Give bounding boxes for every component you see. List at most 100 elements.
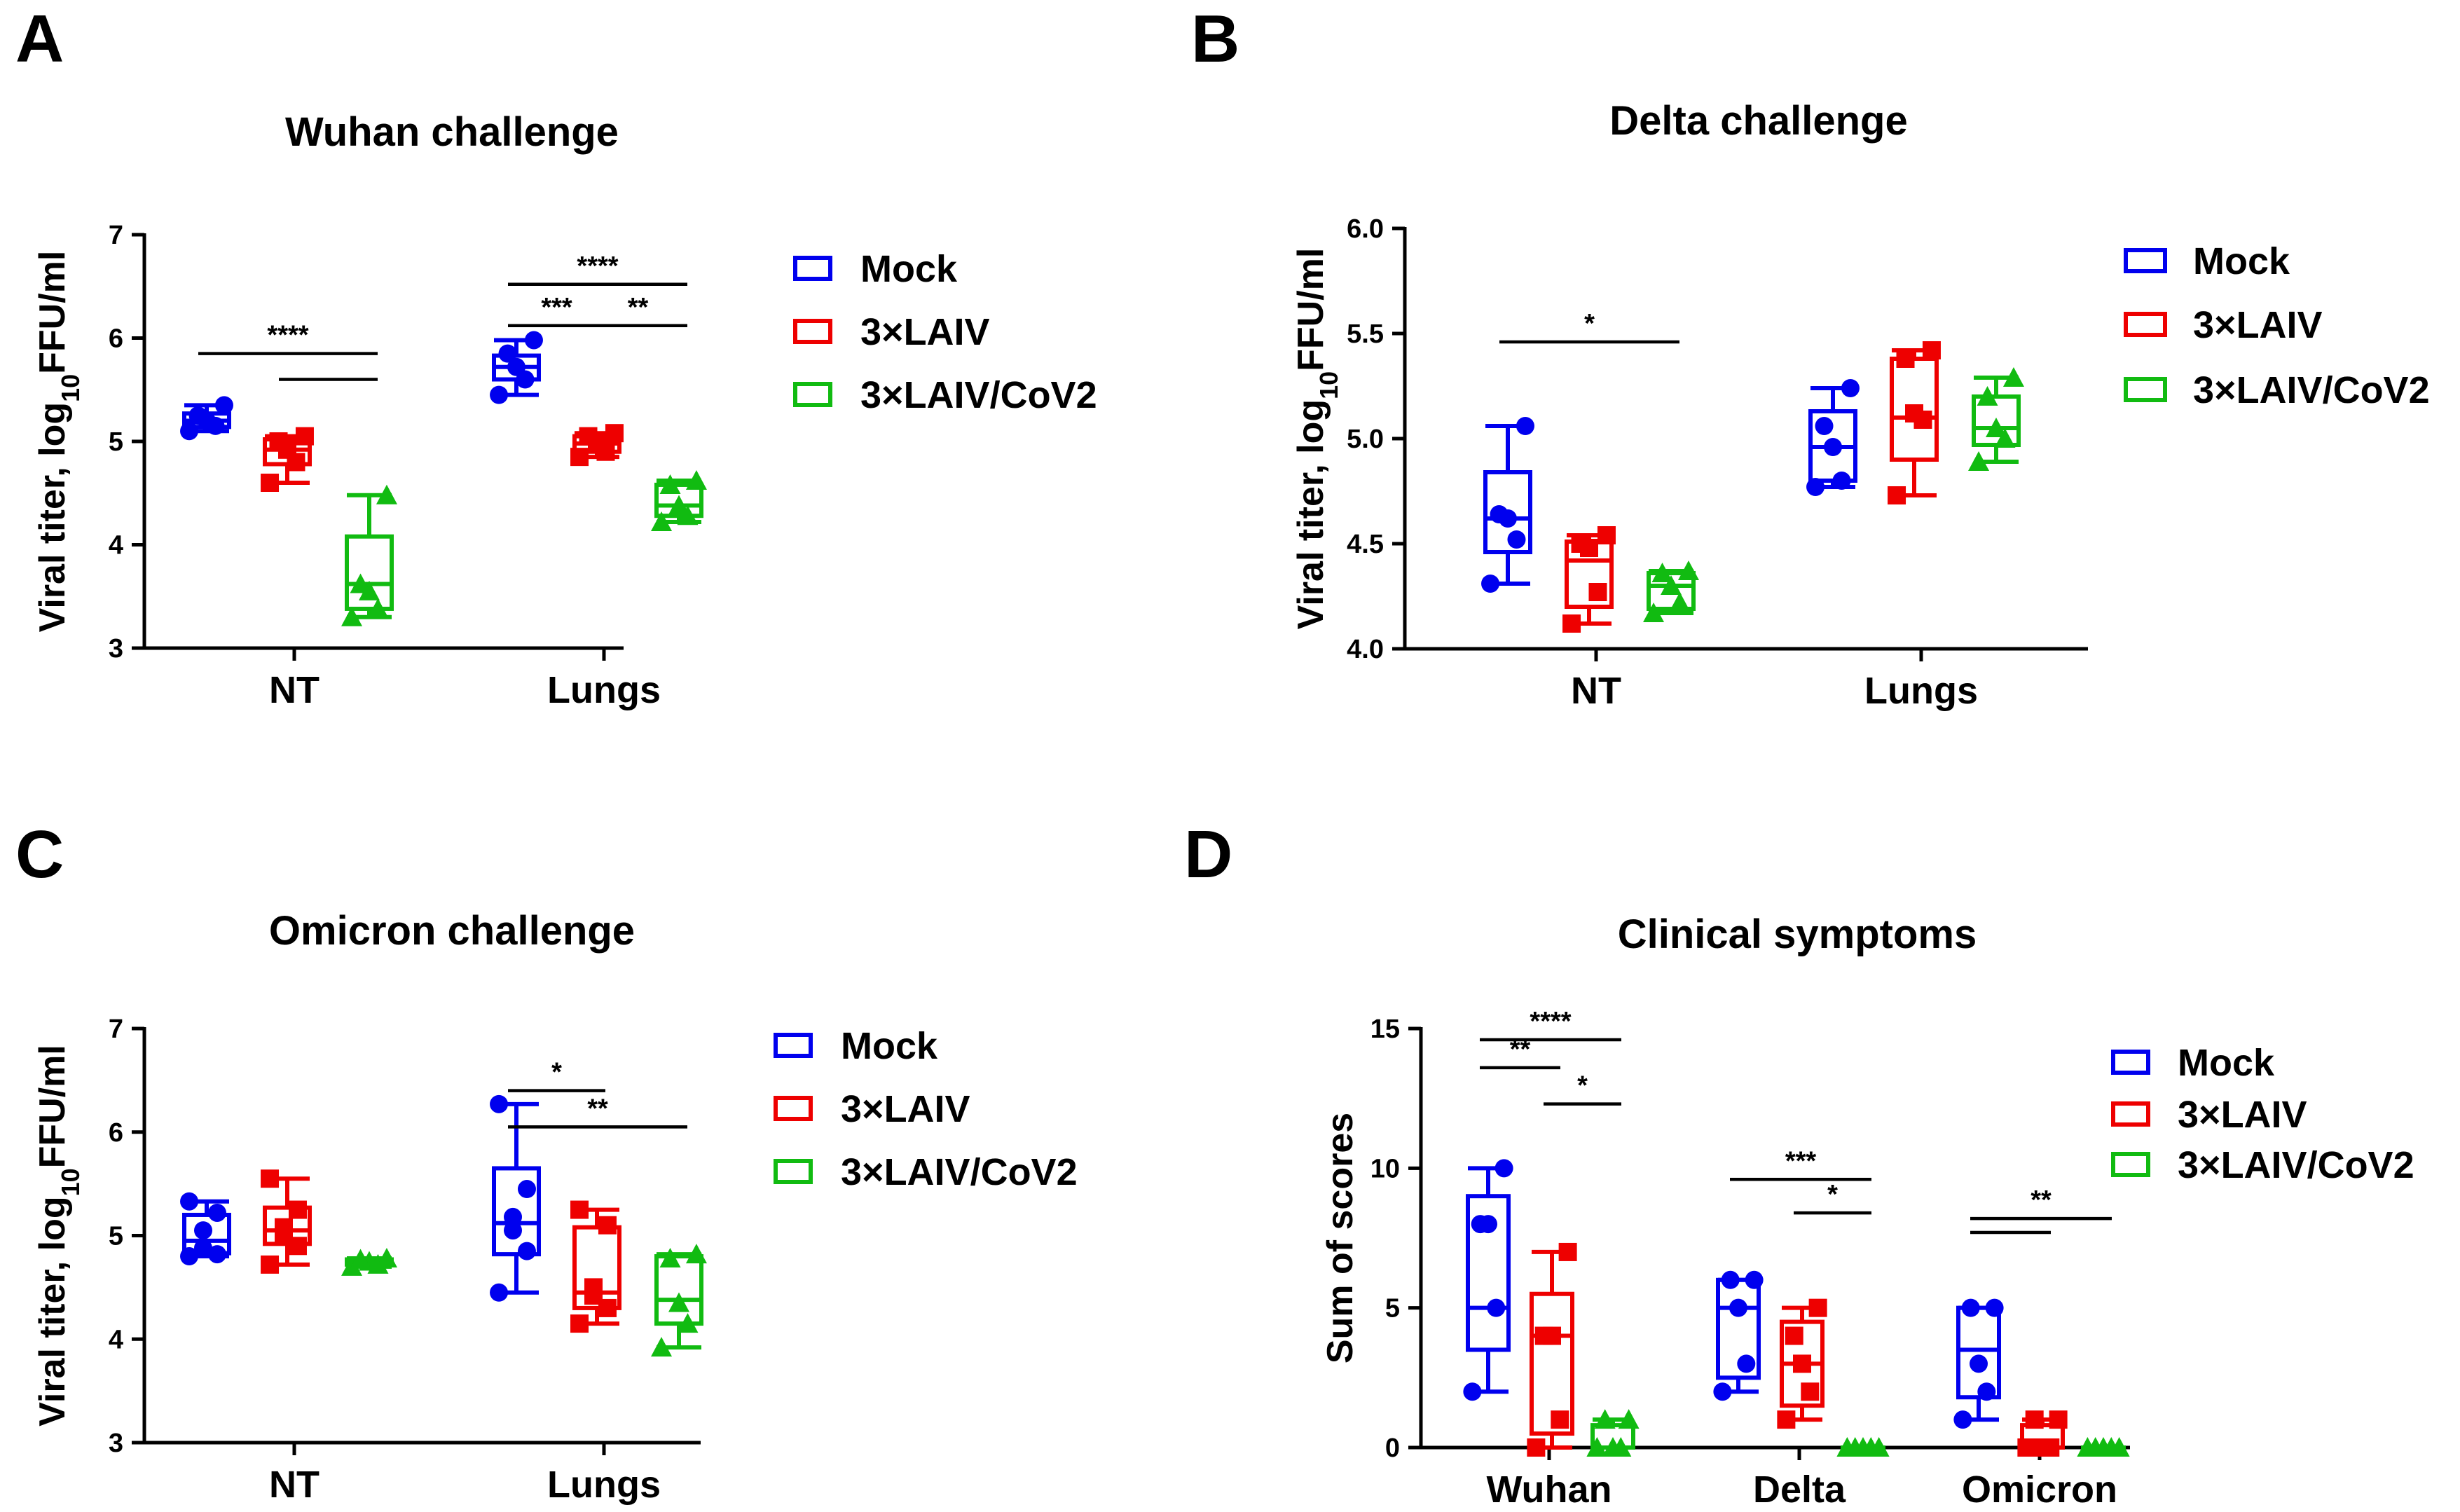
legend-swatch xyxy=(774,1159,813,1184)
data-point xyxy=(1661,575,1682,595)
y-tick-label: 6 xyxy=(109,324,123,354)
data-point xyxy=(350,573,371,593)
significance-label: ** xyxy=(2030,1185,2052,1215)
data-point xyxy=(1618,1409,1640,1429)
data-point xyxy=(1586,1437,1608,1457)
y-tick-label: 0 xyxy=(1385,1434,1400,1463)
data-point xyxy=(579,427,598,446)
significance-label: * xyxy=(1584,309,1595,338)
box-Mock xyxy=(180,1192,231,1266)
data-point xyxy=(490,1283,509,1302)
box-3×LAIV xyxy=(570,424,624,467)
data-point xyxy=(1571,535,1590,553)
box-iqr xyxy=(1956,1305,2001,1400)
legend-label: 3×LAIV/CoV2 xyxy=(2178,1144,2414,1186)
data-point xyxy=(2084,1437,2106,1457)
data-point xyxy=(2049,1410,2068,1429)
legend-label: Mock xyxy=(2178,1042,2275,1084)
data-point xyxy=(376,1248,397,1268)
legend-swatch xyxy=(793,256,832,281)
y-tick-label: 5.0 xyxy=(1347,425,1384,454)
data-point xyxy=(1793,1354,1811,1373)
data-point xyxy=(269,432,288,451)
data-point xyxy=(1737,1354,1756,1373)
data-point xyxy=(1713,1382,1732,1401)
legend-swatch xyxy=(2111,1152,2150,1177)
significance-label: * xyxy=(1827,1180,1838,1209)
data-point xyxy=(1551,1410,1569,1429)
x-tick-label: NT xyxy=(269,1464,319,1506)
legend-swatch xyxy=(2111,1101,2150,1127)
box-Mock xyxy=(490,331,543,404)
data-point xyxy=(685,470,707,490)
box-Mock xyxy=(490,1094,541,1302)
data-point xyxy=(1651,563,1673,582)
data-point xyxy=(524,331,543,350)
chart-title: Omicron challenge xyxy=(269,908,635,954)
data-point xyxy=(194,1221,213,1240)
data-point xyxy=(517,1180,536,1199)
panel-A: A Wuhan challenge 3 4 5 6 7 NT Lungs Viral titer,… xyxy=(15,1,1097,711)
data-point xyxy=(1994,428,2016,448)
data-point xyxy=(490,385,509,404)
data-point xyxy=(651,1337,673,1357)
box-3×LAIV xyxy=(1527,1242,1577,1457)
box-3×LAIV xyxy=(1777,1298,1827,1429)
data-point xyxy=(1490,505,1509,523)
data-point xyxy=(1516,417,1534,435)
data-point xyxy=(1953,1410,1972,1429)
data-point xyxy=(2108,1437,2130,1457)
data-point xyxy=(2002,367,2024,387)
legend-swatch xyxy=(2111,1050,2150,1075)
panel-C: C Omicron challenge 3 4 5 6 7 NT Lungs Viral tite… xyxy=(15,817,1078,1506)
y-tick-label: 4.0 xyxy=(1347,635,1384,664)
box-3×LAIV/CoV2 xyxy=(651,1244,707,1357)
significance-label: ** xyxy=(1510,1035,1531,1064)
data-point xyxy=(1922,341,1941,359)
box-3×LAIV/CoV2 xyxy=(341,484,397,626)
data-point xyxy=(507,357,525,376)
y-tick-label: 4.5 xyxy=(1347,530,1384,559)
data-point xyxy=(598,1216,617,1235)
data-point xyxy=(1844,1437,1866,1457)
chart-title: Delta challenge xyxy=(1609,98,1907,144)
data-point xyxy=(1832,472,1851,490)
box-3×LAIV/CoV2 xyxy=(341,1248,397,1276)
data-point xyxy=(288,1200,307,1219)
legend-swatch xyxy=(2124,377,2167,402)
data-point xyxy=(367,598,389,618)
data-point xyxy=(677,505,699,525)
y-tick-label: 5 xyxy=(109,1222,123,1251)
y-tick-label: 15 xyxy=(1370,1015,1400,1044)
y-axis-label: Viral titer, log10FFU/ml xyxy=(32,251,85,633)
legend-label: 3×LAIV xyxy=(860,311,990,353)
legend-swatch xyxy=(774,1096,813,1121)
x-tick-label: Omicron xyxy=(1962,1469,2117,1511)
chart-title: Clinical symptoms xyxy=(1618,912,1977,957)
legend-swatch xyxy=(774,1033,813,1058)
box-3×LAIV xyxy=(261,427,314,492)
data-point xyxy=(1808,1298,1827,1317)
data-point xyxy=(570,448,589,467)
data-point xyxy=(214,396,233,415)
x-tick-label: Wuhan xyxy=(1487,1469,1612,1511)
data-point xyxy=(1527,1438,1546,1457)
box-Mock xyxy=(1713,1270,1764,1401)
data-point xyxy=(275,1218,294,1237)
y-tick-label: 7 xyxy=(109,1015,123,1044)
legend-label: 3×LAIV/CoV2 xyxy=(2193,369,2430,411)
data-point xyxy=(517,1242,536,1260)
data-point xyxy=(1677,561,1699,580)
box-3×LAIV xyxy=(570,1200,621,1333)
y-tick-label: 6.0 xyxy=(1347,214,1384,244)
box-3×LAIV/CoV2 xyxy=(651,470,707,532)
legend-label: 3×LAIV xyxy=(2193,304,2323,346)
x-tick-label: NT xyxy=(269,669,319,711)
data-point xyxy=(341,606,363,626)
data-point xyxy=(180,422,199,441)
box-Mock xyxy=(1953,1298,2004,1429)
data-point xyxy=(668,495,689,515)
data-point xyxy=(180,1247,199,1266)
panel-B: B Delta challenge 4.0 4.5 5.0 5.5 6.0 NT Lungs Vi… xyxy=(1191,1,2430,712)
data-point xyxy=(1986,418,2007,437)
